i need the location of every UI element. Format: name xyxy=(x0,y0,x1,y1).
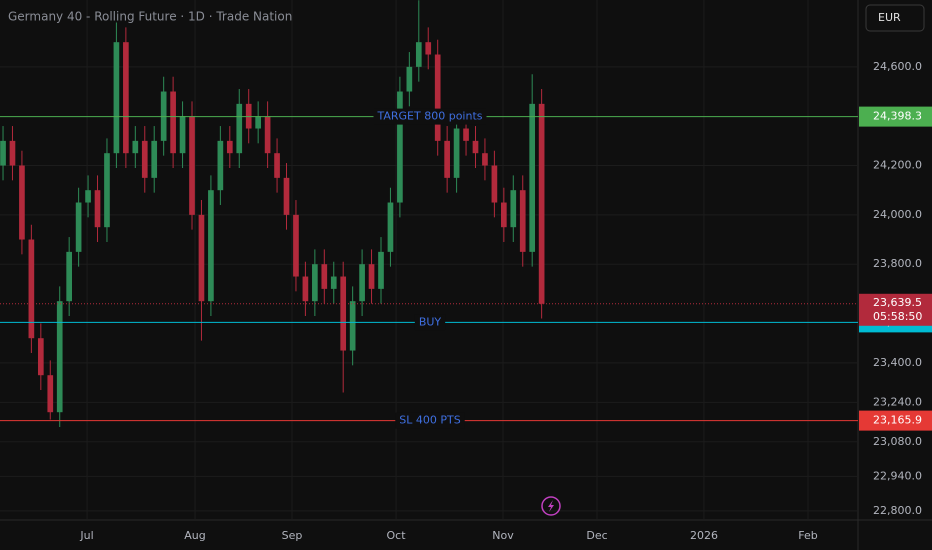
candle-body xyxy=(538,103,545,304)
y-tick-label: 24,200.0 xyxy=(873,159,922,172)
chart-title: Germany 40 - Rolling Future · 1D · Trade… xyxy=(8,10,292,24)
currency-label[interactable]: EUR xyxy=(878,11,901,24)
grid xyxy=(0,0,858,520)
candle-body xyxy=(415,42,422,67)
level-label-bg xyxy=(373,108,487,125)
x-tick-label: Oct xyxy=(387,529,407,542)
candle-body xyxy=(226,140,233,154)
candle-body xyxy=(19,165,25,240)
candle-body xyxy=(406,66,413,92)
last-price-label: 23,639.5 xyxy=(873,296,922,309)
y-tick-label: 23,800.0 xyxy=(873,257,922,270)
candle-body xyxy=(491,165,498,203)
y-tick-label: 23,400.0 xyxy=(873,356,922,369)
candle-body xyxy=(0,140,6,166)
candle-body xyxy=(85,190,91,203)
level-label: SL 400 PTS xyxy=(399,414,460,427)
lightning-icon[interactable] xyxy=(541,496,561,516)
candle-body xyxy=(472,140,479,154)
currency-button[interactable] xyxy=(865,4,925,32)
candle-body xyxy=(170,91,176,154)
x-tick-label: Sep xyxy=(282,529,303,542)
candle-body xyxy=(75,202,82,252)
candle-body xyxy=(56,301,63,413)
candle-body xyxy=(217,140,224,191)
candle-body xyxy=(9,140,16,166)
candle-body xyxy=(208,190,214,302)
candle-body xyxy=(340,276,347,351)
last-price-tag xyxy=(859,293,932,326)
candle-body xyxy=(425,42,432,55)
candle-body xyxy=(453,128,460,178)
candle-body xyxy=(519,190,526,252)
countdown-label: 05:58:50 xyxy=(873,310,922,323)
candle-body xyxy=(179,116,186,154)
level-label: BUY xyxy=(419,315,442,328)
candle-body xyxy=(330,276,337,289)
y-tick-label: 22,800.0 xyxy=(873,504,922,517)
level-label-bg xyxy=(395,412,465,429)
candle-body xyxy=(444,140,450,178)
y-tick-label: 22,940.0 xyxy=(873,469,922,482)
candle-body xyxy=(510,190,517,228)
x-tick-label: Aug xyxy=(184,529,205,542)
x-tick-label: Jul xyxy=(79,529,93,542)
price-tag xyxy=(859,410,932,431)
candle-body xyxy=(236,103,243,154)
candle-body xyxy=(66,251,73,302)
candle-body xyxy=(482,153,488,166)
candle-body xyxy=(302,276,309,302)
candle-body xyxy=(123,42,129,154)
candle-body xyxy=(349,301,356,351)
candle-body xyxy=(434,54,441,141)
candle-body xyxy=(397,91,403,203)
candle-body xyxy=(368,264,375,289)
candle-body xyxy=(529,103,536,252)
candle-body xyxy=(132,140,139,154)
candle-body xyxy=(359,264,365,302)
x-tick-label: 2026 xyxy=(690,529,718,542)
candle-body xyxy=(463,128,469,141)
candle-body xyxy=(312,264,318,302)
candle-body xyxy=(113,42,120,154)
candle-body xyxy=(28,239,35,339)
candle-body xyxy=(94,190,101,228)
candle-body xyxy=(378,251,384,289)
candle-body xyxy=(198,214,205,302)
candle-body xyxy=(321,264,328,289)
candle-body xyxy=(255,116,261,129)
level-label: TARGET 800 points xyxy=(377,110,483,123)
x-tick-label: Feb xyxy=(798,529,817,542)
candle-body xyxy=(264,116,271,154)
candle-body xyxy=(189,116,195,215)
price-tag-label: 23,165.9 xyxy=(873,414,922,427)
candle-body xyxy=(104,153,110,228)
y-tick-label: 24,600.0 xyxy=(873,60,922,73)
candle-body xyxy=(274,153,280,178)
candle-body xyxy=(47,375,54,413)
candle-body xyxy=(141,140,148,178)
level-label-bg xyxy=(414,314,446,331)
y-tick-label: 23,080.0 xyxy=(873,435,922,448)
y-tick-label: 23,240.0 xyxy=(873,395,922,408)
candle-body xyxy=(293,214,299,277)
candle-body xyxy=(387,202,394,252)
candle-body xyxy=(501,202,507,228)
price-tag-label: 24,398.3 xyxy=(873,110,922,123)
price-tag xyxy=(859,106,932,127)
y-tick-label: 24,000.0 xyxy=(873,208,922,221)
candle-body xyxy=(151,140,158,178)
x-tick-label: Nov xyxy=(492,529,514,542)
candle-body xyxy=(37,338,44,376)
x-tick-label: Dec xyxy=(586,529,607,542)
candle-body xyxy=(283,177,290,215)
